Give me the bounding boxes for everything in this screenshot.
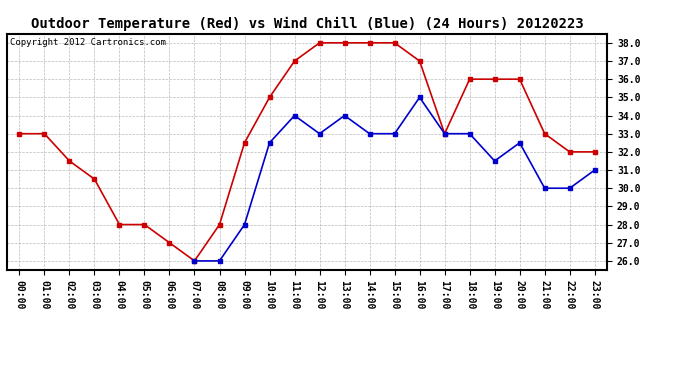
Text: Copyright 2012 Cartronics.com: Copyright 2012 Cartronics.com (10, 39, 166, 48)
Title: Outdoor Temperature (Red) vs Wind Chill (Blue) (24 Hours) 20120223: Outdoor Temperature (Red) vs Wind Chill … (30, 17, 584, 31)
